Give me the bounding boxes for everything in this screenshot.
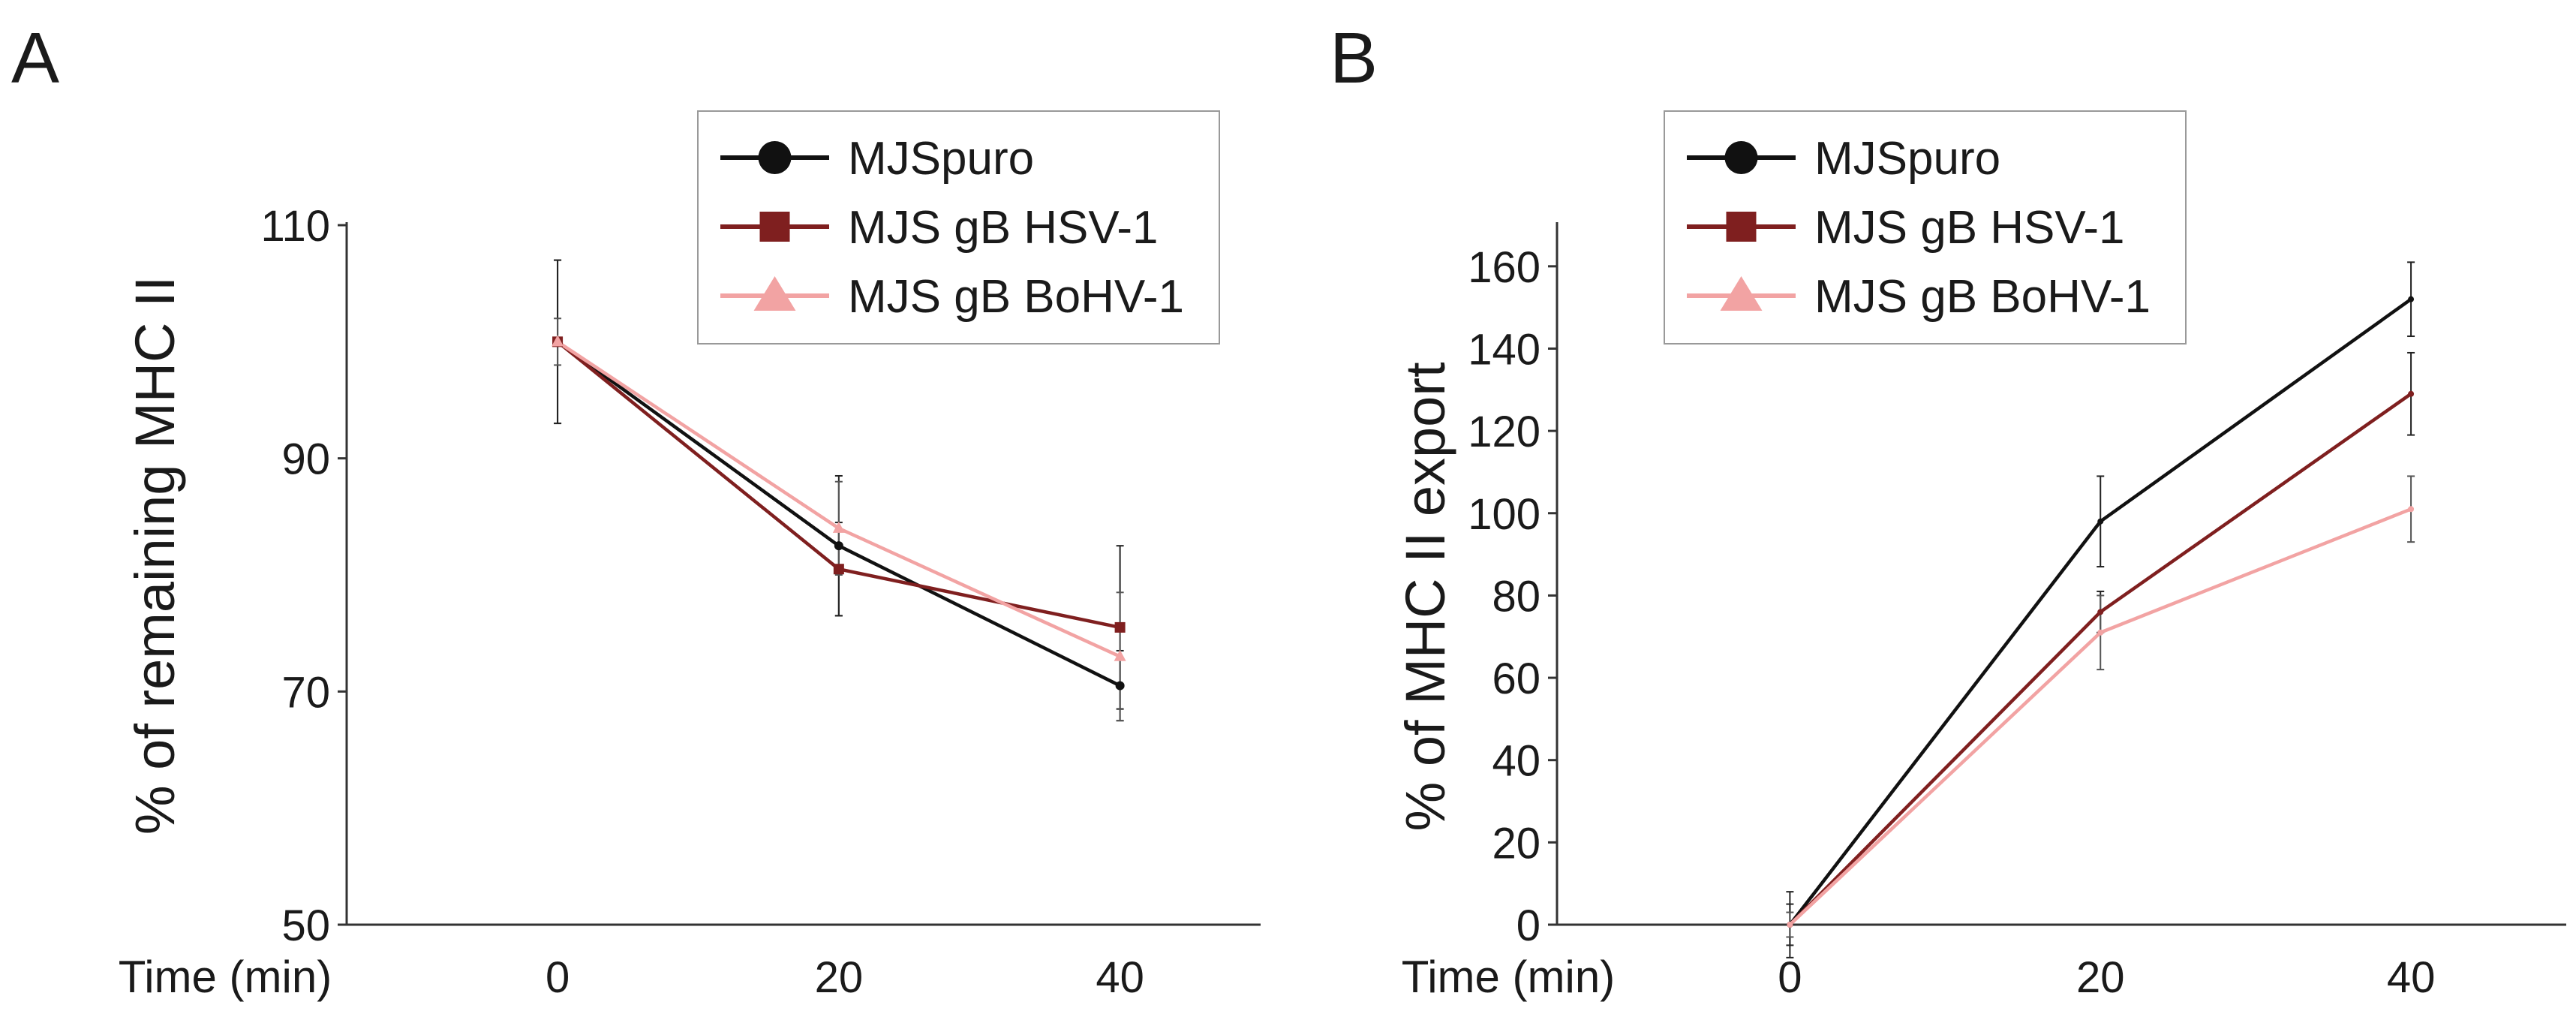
panel-label-a: A [11,18,59,98]
data-point-mjs-gb-bohv-1 [552,335,564,347]
legend-items-a: MJSpuro MJS gB HSV-1 MJS gB BoHV-1 [720,133,1184,323]
y-tick-label: 90 [281,435,330,484]
y-tick-label: 100 [1468,490,1540,539]
series-line-mjs-gb-bohv-1 [1788,507,2412,926]
data-point-mjspuro [834,541,843,551]
y-tick-label: 0 [1516,901,1540,950]
legend-label-mjs-gb-bohv-1: MJS gB BoHV-1 [848,271,1184,323]
panel-label-b: B [1330,18,1378,98]
panel-b: B % of MHC II export Time (min) 0 20 40 60 8… [1330,18,2566,1002]
axes-a: 50 70 90 110 0 20 40 [261,202,1261,1002]
legend-marker-mjspuro [1724,141,1758,174]
series-markers-b [1787,296,2415,928]
data-point-mjs-gb-bohv-1 [2408,506,2415,513]
x-tick-label: 40 [1096,953,1144,1002]
data-point-mjs-gb-hsv-1 [833,564,844,575]
legend-b: MJSpuro MJS gB HSV-1 MJS gB BoHV-1 [1664,110,2187,345]
legend-a: MJSpuro MJS gB HSV-1 MJS gB BoHV-1 [697,110,1220,345]
legend-marker-mjs-gb-hsv-1 [759,212,790,242]
legend-marker-mjs-gb-hsv-1 [1726,212,1757,242]
legend-label-mjs-gb-bohv-1: MJS gB BoHV-1 [1814,271,2151,323]
legend-label-mjspuro: MJSpuro [848,133,1034,185]
x-tick-label: 0 [546,953,570,1002]
x-tick-label: 20 [815,953,864,1002]
y-axis-label-b: % of MHC II export [1394,362,1456,832]
series-markers-a [552,335,1126,691]
data-point-mjspuro [2408,296,2415,302]
data-point-mjs-gb-hsv-1 [2097,609,2104,615]
data-point-mjs-gb-hsv-1 [2408,390,2415,397]
axes-b: 0 20 40 60 80 100 120 140 160 0 20 40 [1468,222,2566,1002]
legend-items-b: MJSpuro MJS gB HSV-1 MJS gB BoHV-1 [1687,133,2151,323]
data-point-mjs-gb-bohv-1 [832,521,845,533]
y-tick-label: 60 [1492,654,1540,703]
data-point-mjs-gb-bohv-1 [1114,649,1126,661]
x-axis-label-b: Time (min) [1402,952,1615,1002]
y-tick-label: 80 [1492,572,1540,621]
y-tick-label: 20 [1492,819,1540,868]
y-tick-label: 160 [1468,243,1540,292]
legend-marker-mjs-gb-bohv-1 [1720,276,1763,311]
legend-label-mjs-gb-hsv-1: MJS gB HSV-1 [848,202,1158,254]
y-tick-label: 120 [1468,408,1540,456]
x-tick-label: 40 [2387,953,2436,1002]
x-tick-label: 0 [1778,953,1802,1002]
y-tick-label: 110 [261,202,330,251]
legend-label-mjspuro: MJSpuro [1814,133,2000,185]
data-point-mjs-gb-bohv-1 [2097,629,2104,636]
legend-marker-mjspuro [758,141,792,174]
data-point-mjspuro [1115,681,1125,691]
legend-label-mjs-gb-hsv-1: MJS gB HSV-1 [1814,202,2124,254]
legend-marker-mjs-gb-bohv-1 [753,276,796,311]
data-point-mjs-gb-bohv-1 [1787,922,1793,928]
panel-a: A % of remaining MHC II Time (min) 50 70 9… [11,18,1261,1002]
y-tick-label: 140 [1468,325,1540,374]
y-tick-label: 40 [1492,737,1540,786]
data-point-mjspuro [2097,518,2104,525]
x-axis-label-a: Time (min) [119,952,332,1002]
y-tick-label: 70 [281,668,330,717]
y-axis-label-a: % of remaining MHC II [124,276,186,835]
x-tick-label: 20 [2076,953,2125,1002]
y-tick-label: 50 [281,901,330,950]
data-point-mjs-gb-hsv-1 [1114,621,1126,633]
